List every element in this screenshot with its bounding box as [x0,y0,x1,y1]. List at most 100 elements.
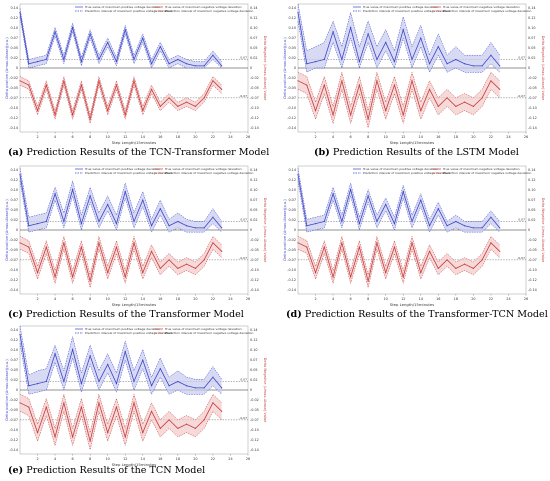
x-axis-title: Step Length/15minutes [390,140,434,145]
negative-point [306,84,308,86]
positive-point [72,348,74,351]
y-left-tick-label: 0.10 [288,26,296,30]
legend-negative-interval: Prediction interval of maximum negative … [165,9,253,13]
y-right-tick-label: -0.02 [528,76,537,80]
negative-point [499,88,501,90]
y-right-axis-title: Delta Negative (Umax-Ubase) Value [263,36,267,102]
positive-point [36,61,39,63]
positive-point [36,223,39,225]
positive-point [168,385,170,387]
negative-point [54,436,56,438]
caption-e: (e) Prediction Results of the TCN Model [8,465,205,476]
x-tick-label: 2 [314,297,316,301]
positive-point [28,225,30,227]
positive-point [402,191,404,193]
positive-point [420,199,422,201]
positive-point [80,383,82,385]
legend-negative-interval: Prediction interval of maximum negative … [165,331,253,335]
y-left-tick-label: -0.12 [9,438,18,442]
positive-interval-band [20,8,222,68]
positive-point [98,380,100,383]
x-tick-label: 18 [454,297,458,301]
chart-panel-a: 0.14 0.12 0.10 0.07 0.05 0.02 0 -0.02 -0.05 -0.07… [0,0,270,148]
positive-point [133,58,135,61]
negative-point [142,432,144,434]
positive-point [472,227,474,229]
y-right-tick-label: -0.10 [250,428,259,432]
negative-point [177,427,179,429]
x-tick-label: 18 [176,135,180,139]
caption-label-d: (d) [286,309,302,320]
threshold-label: 0.07 [240,55,247,59]
chart-b: 0.140.120.100.070.050.020-0.02-0.05-0.07… [283,3,545,145]
negative-point [150,250,153,252]
negative-point [63,242,65,244]
y-left-tick-label: -0.07 [287,96,296,100]
negative-point [393,84,396,86]
x-tick-label: 12 [401,297,405,301]
positive-point [212,216,214,218]
negative-interval-upper [19,393,222,433]
y-left-tick-label: 0.07 [10,358,18,362]
y-right-tick-label: -0.07 [250,258,259,262]
y-left-axis-title: Delta positive (Umax-Ubase)(p.u.) [5,359,9,421]
negative-point [150,88,153,90]
positive-point [297,11,299,14]
positive-point [367,195,369,197]
positive-point [203,387,205,389]
y-right-tick-label: -0.02 [250,238,259,242]
y-left-tick-label: 0.05 [288,208,296,212]
negative-true-line [19,79,222,120]
positive-point [89,33,91,35]
positive-point [142,359,144,361]
y-left-tick-label: 0.02 [10,56,18,60]
y-left-tick-label: 0.14 [10,168,18,172]
legend-negative-true: True value of maximum negative voltage d… [164,327,242,331]
positive-point [212,376,214,378]
negative-point [177,105,179,107]
y-right-tick-label: 0 [528,228,530,232]
x-tick-label: 18 [176,457,180,461]
y-right-tick-label: 0.02 [250,218,258,222]
positive-point [472,65,474,67]
positive-point [124,351,126,353]
x-tick-label: 6 [350,297,352,301]
x-tick-label: 26 [524,297,528,301]
x-tick-label: 6 [72,135,74,139]
y-right-tick-label: -0.05 [250,408,259,412]
negative-point [464,101,466,103]
threshold-label: 0.07 [518,217,525,221]
negative-point [72,114,74,116]
x-tick-label: 20 [471,135,475,139]
positive-true-line [297,12,501,67]
positive-point [168,225,170,227]
y-right-tick-label: 0.12 [250,338,258,342]
y-left-tick-label: 0 [16,228,18,232]
positive-point [177,220,179,223]
y-right-tick-label: -0.12 [528,278,537,282]
positive-point [314,61,317,63]
positive-point [402,29,404,31]
positive-point [358,223,360,225]
x-tick-label: 4 [54,297,56,301]
negative-point [481,259,483,261]
negative-point [159,427,161,429]
positive-point [428,225,431,227]
chart-panel-c: 0.14 0.12 0.10 0.07 0.05 0.02 0 -0.02 -0.05 -0.07… [0,162,270,310]
positive-point [393,61,396,63]
positive-point [142,199,144,201]
positive-point [411,220,413,223]
negative-point [98,80,100,82]
positive-point [28,385,30,387]
positive-interval-band [20,326,222,395]
x-tick-label: 20 [193,135,197,139]
negative-point [420,272,422,274]
y-right-tick-label: 0.12 [250,16,258,20]
y-right-tick-label: -0.14 [250,288,259,292]
negative-point [63,402,65,404]
y-right-axis-title: Delta Negative (Umax-Ubase) Value [263,198,267,264]
positive-point [115,223,118,225]
negative-point [341,80,343,82]
positive-point [367,33,369,35]
y-left-tick-label: 0.10 [10,26,18,30]
